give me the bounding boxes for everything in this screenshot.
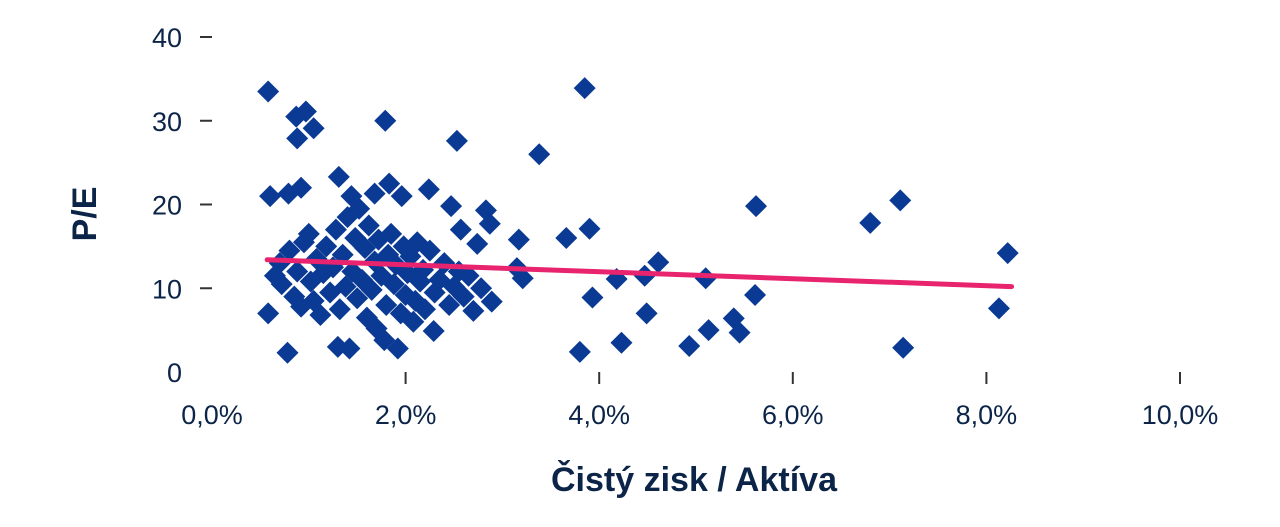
data-point-diamond bbox=[438, 294, 461, 316]
data-point-diamond bbox=[697, 319, 720, 342]
data-point-diamond bbox=[348, 197, 371, 220]
data-point-diamond bbox=[382, 273, 405, 296]
data-point-diamond bbox=[324, 218, 347, 241]
data-point-diamond bbox=[375, 294, 398, 316]
data-point-diamond bbox=[278, 239, 301, 262]
data-point-diamond bbox=[462, 299, 485, 322]
y-tick-label: 30 bbox=[152, 107, 182, 137]
data-point-diamond bbox=[374, 109, 397, 132]
data-point-diamond bbox=[694, 267, 717, 290]
data-point-diamond bbox=[338, 337, 361, 360]
data-point-diamond bbox=[380, 222, 403, 245]
data-point-diamond bbox=[987, 297, 1010, 320]
data-point-diamond bbox=[302, 117, 325, 140]
data-point-diamond bbox=[297, 222, 320, 245]
data-point-diamond bbox=[257, 302, 280, 325]
data-point-diamond bbox=[449, 218, 472, 241]
data-point-diamond bbox=[259, 185, 282, 208]
data-point-diamond bbox=[363, 182, 386, 205]
x-tick-label: 8,0% bbox=[956, 400, 1018, 430]
data-point-diamond bbox=[417, 178, 440, 201]
data-point-diamond bbox=[573, 77, 596, 100]
x-tick-label: 10,0% bbox=[1142, 400, 1219, 430]
data-point-diamond bbox=[745, 195, 768, 218]
data-point-diamond bbox=[610, 331, 633, 354]
data-point-diamond bbox=[413, 298, 436, 321]
y-tick-label: 0 bbox=[167, 358, 182, 388]
y-tick-label: 10 bbox=[152, 274, 182, 304]
data-point-diamond bbox=[357, 214, 380, 237]
data-point-diamond bbox=[578, 217, 601, 240]
y-tick-label: 20 bbox=[152, 191, 182, 221]
data-point-diamond bbox=[859, 211, 882, 234]
data-point-diamond bbox=[418, 239, 441, 262]
data-point-diamond bbox=[286, 260, 309, 283]
data-point-diamond bbox=[402, 310, 425, 333]
data-point-diamond bbox=[445, 129, 468, 152]
data-point-diamond bbox=[892, 336, 915, 359]
data-point-diamond bbox=[581, 286, 604, 309]
data-point-diamond bbox=[290, 176, 313, 199]
data-point-diamond bbox=[507, 228, 530, 251]
x-tick-label: 2,0% bbox=[375, 400, 437, 430]
data-point-diamond bbox=[286, 127, 309, 150]
data-point-diamond bbox=[390, 185, 413, 208]
data-point-diamond bbox=[647, 251, 670, 274]
x-tick-label: 0,0% bbox=[181, 400, 243, 430]
data-point-diamond bbox=[470, 277, 493, 300]
x-axis-ticks: 0,0% 2,0% 4,0% 6,0% 8,0% 10,0% bbox=[181, 372, 1218, 430]
x-tick-label: 4,0% bbox=[568, 400, 630, 430]
data-point-diamond bbox=[555, 227, 578, 249]
data-point-diamond bbox=[440, 195, 463, 218]
data-point-diamond bbox=[466, 232, 489, 255]
data-points bbox=[257, 77, 1019, 364]
data-point-diamond bbox=[480, 290, 503, 313]
data-point-diamond bbox=[889, 189, 912, 212]
y-axis-title: P/E bbox=[66, 187, 104, 242]
data-point-diamond bbox=[328, 298, 351, 321]
data-point-diamond bbox=[457, 264, 480, 287]
data-point-diamond bbox=[568, 340, 591, 363]
data-point-diamond bbox=[360, 278, 383, 301]
data-point-diamond bbox=[511, 267, 534, 290]
data-point-diamond bbox=[386, 337, 409, 360]
x-tick-label: 6,0% bbox=[762, 400, 824, 430]
data-point-diamond bbox=[346, 287, 369, 310]
data-point-diamond bbox=[309, 304, 332, 327]
y-axis-ticks: 0 10 20 30 40 bbox=[152, 23, 212, 388]
data-point-diamond bbox=[285, 105, 308, 128]
y-tick-label: 40 bbox=[152, 23, 182, 53]
data-point-diamond bbox=[315, 235, 338, 258]
data-point-diamond bbox=[528, 143, 551, 166]
data-point-diamond bbox=[422, 319, 445, 342]
data-point-diamond bbox=[276, 341, 299, 364]
data-point-diamond bbox=[327, 165, 350, 188]
data-point-diamond bbox=[678, 335, 701, 358]
data-point-diamond bbox=[257, 80, 280, 103]
data-point-diamond bbox=[996, 242, 1019, 265]
x-axis-title: Čistý zisk / Aktíva bbox=[551, 460, 838, 499]
trendline bbox=[264, 257, 1015, 290]
data-point-diamond bbox=[722, 307, 745, 330]
data-point-diamond bbox=[478, 212, 501, 235]
data-point-diamond bbox=[270, 273, 293, 296]
data-point-diamond bbox=[452, 285, 475, 308]
data-point-diamond bbox=[744, 283, 767, 306]
data-point-diamond bbox=[378, 172, 401, 195]
data-point-diamond bbox=[635, 302, 658, 325]
